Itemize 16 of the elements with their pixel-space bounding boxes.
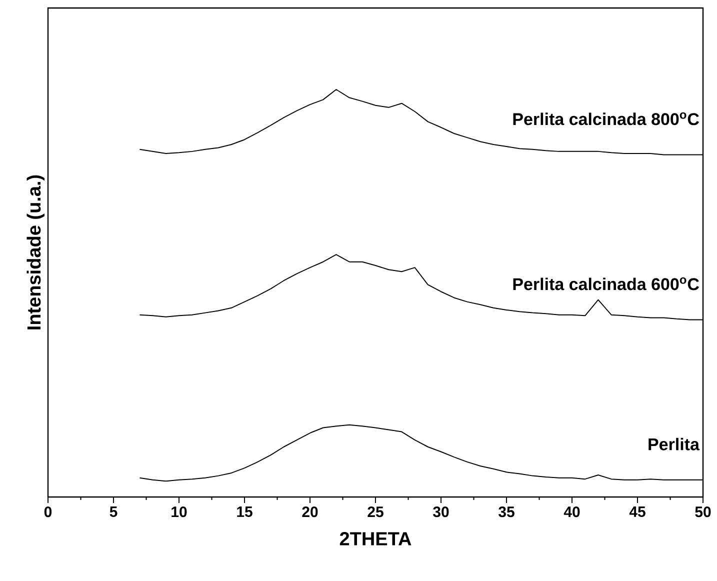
x-tick-label: 35 [498, 506, 514, 518]
x-tick-label: 5 [110, 506, 118, 517]
x-tick-label: 45 [629, 506, 646, 517]
x-tick-label: 30 [433, 506, 449, 518]
x-tick-label: 20 [302, 506, 318, 518]
series-label: Perlita [648, 438, 700, 450]
x-tick-label: 25 [368, 506, 384, 518]
y-axis-title: Intensidade (u.a.) [26, 175, 44, 330]
x-tick-label: 10 [172, 506, 187, 518]
series-label: Perlita calcinada 800$^{o}$C [513, 112, 700, 126]
x-axis-title: 2THETA [340, 532, 412, 546]
series-label: Perlita calcinada 600$^{o}$C [513, 277, 700, 290]
x-tick-label: 40 [564, 506, 580, 518]
x-tick-label: 15 [237, 506, 252, 517]
x-tick-label: 50 [695, 506, 711, 518]
x-tick-label: 0 [44, 506, 52, 518]
